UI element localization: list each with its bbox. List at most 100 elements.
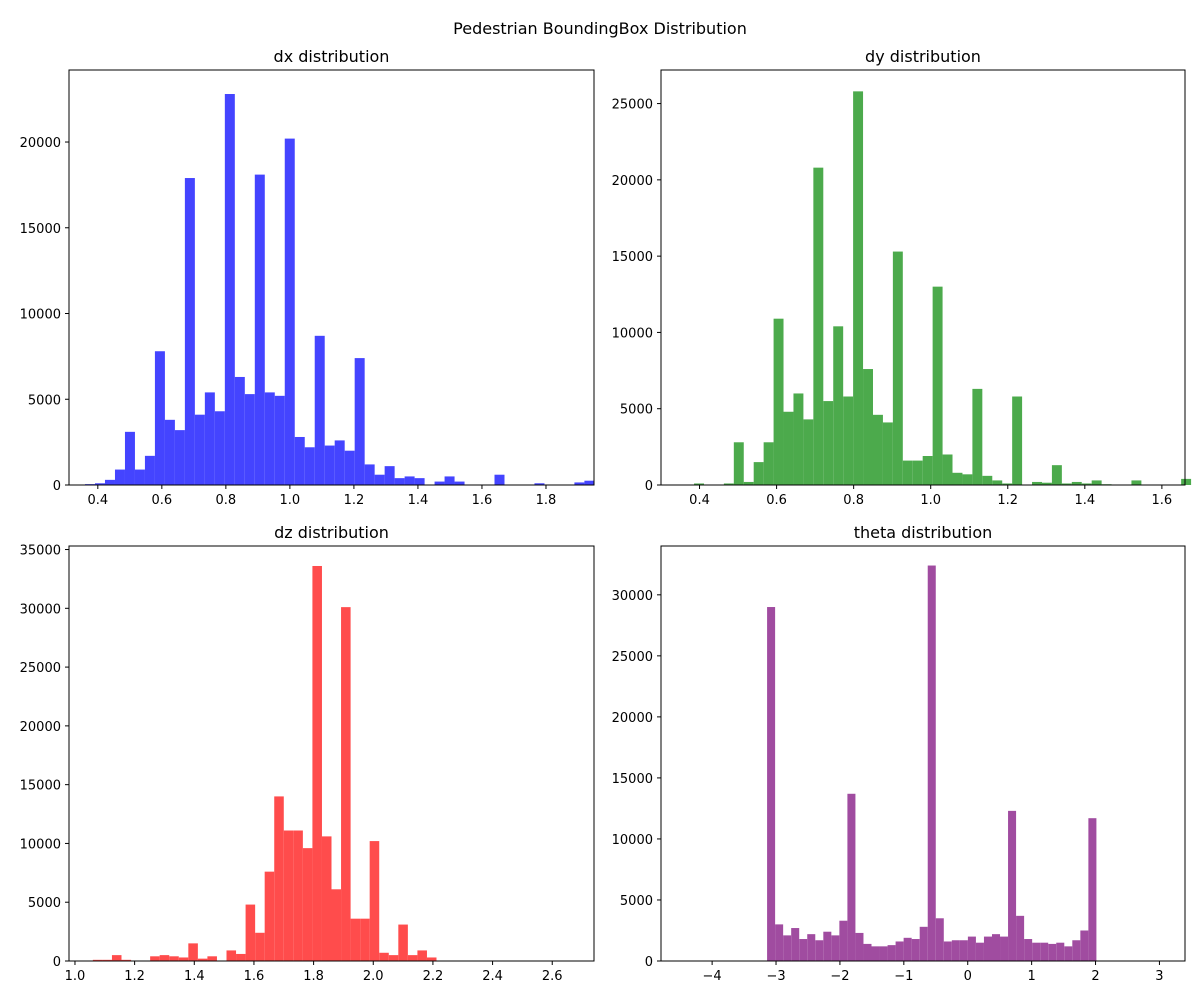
dz-bar: [159, 955, 170, 961]
dx-bar: [534, 483, 545, 485]
dx-bar: [444, 476, 455, 485]
dx-bar: [174, 430, 185, 485]
dx-bar: [374, 474, 385, 485]
dz-x-tick-label: 2.0: [363, 969, 384, 984]
theta-bar: [871, 946, 880, 961]
dz-bar: [398, 924, 408, 961]
dx-bar: [164, 419, 175, 485]
dx-title: dx distribution: [274, 47, 390, 66]
dx-x-tick-label: 0.6: [151, 493, 172, 508]
dx-bar: [184, 178, 195, 486]
dy-bar: [1012, 396, 1023, 485]
dy-x-tick-label: 1.4: [1074, 493, 1095, 508]
dx-bar: [434, 481, 445, 485]
dy-bar: [1032, 481, 1042, 485]
dx-bar: [414, 478, 425, 485]
theta-y-tick-label: 0: [645, 955, 653, 970]
dy-bar: [902, 460, 913, 485]
theta-y-tick-label: 15000: [612, 772, 653, 787]
dx-x-tick-label: 0.4: [87, 493, 108, 508]
dx-axes-frame: [68, 69, 595, 486]
dx-bar: [284, 138, 295, 485]
theta-bar: [1064, 946, 1073, 961]
dx-bar: [194, 414, 205, 485]
theta-bar: [935, 918, 944, 961]
dy-bar: [823, 401, 834, 485]
theta-bar: [823, 931, 832, 961]
dz-bar: [236, 953, 246, 961]
dy-bar: [932, 286, 943, 485]
dz-bar: [150, 956, 160, 961]
dz-bar: [369, 841, 380, 961]
dy-y-tick-label: 5000: [620, 403, 653, 418]
dy-bar: [853, 91, 864, 486]
dy-bar: [982, 475, 993, 485]
dz-bar: [274, 796, 284, 961]
dx-bar: [154, 351, 165, 485]
dz-bar: [331, 889, 342, 961]
dz-bar: [264, 871, 275, 961]
dz-bar: [293, 830, 303, 961]
dz-bar: [302, 848, 313, 961]
theta-bar: [1072, 940, 1081, 961]
dy-y-tick-label: 20000: [612, 174, 653, 189]
dy-bar: [942, 454, 953, 485]
dz-histogram: dz distribution 1.0 1.2 1.4 1.6 1.8 2.0 2.2 2.4 2…: [20, 523, 595, 984]
dy-x-tick-label: 1.2: [997, 493, 1018, 508]
dy-bar: [1041, 482, 1052, 485]
dx-bar: [574, 482, 585, 485]
dx-y-tick-label: 15000: [20, 222, 61, 237]
theta-bar: [863, 943, 872, 961]
theta-axes-frame: [660, 545, 1186, 962]
dy-bar: [743, 481, 754, 485]
dz-bar: [388, 955, 399, 961]
theta-x-tick-label: 1: [1027, 969, 1035, 984]
dx-histogram: dx distribution 0.4 0.6 0.8 1.0 1.2 1.4 1.6 1.8 0…: [20, 47, 595, 508]
theta-bar: [847, 793, 856, 961]
theta-bar: [959, 940, 968, 961]
dz-bar: [226, 950, 237, 961]
dx-bar: [224, 94, 235, 485]
dz-title: dz distribution: [274, 523, 389, 542]
dz-bar: [417, 950, 427, 961]
dz-bar: [188, 943, 198, 961]
dx-bar: [304, 447, 315, 485]
dx-bar: [144, 455, 155, 485]
theta-bar: [799, 939, 808, 961]
dx-bar: [114, 469, 125, 485]
dx-y-tick-label: 5000: [28, 393, 61, 408]
dy-bar: [783, 411, 794, 485]
dz-x-tick-label: 2.6: [542, 969, 563, 984]
dx-bar: [584, 480, 595, 485]
dx-bar: [404, 476, 415, 485]
dy-bar: [773, 318, 784, 485]
theta-y-tick-label: 20000: [612, 711, 653, 726]
dy-bar: [892, 251, 903, 485]
dx-bar: [264, 392, 275, 485]
theta-bar: [1040, 942, 1049, 961]
dz-x-tick-label: 2.4: [482, 969, 503, 984]
dy-bar: [1181, 478, 1192, 485]
dy-x-tick-label: 0.8: [843, 493, 864, 508]
dz-bar: [92, 959, 103, 961]
theta-bar: [855, 932, 864, 961]
dy-bar: [1091, 480, 1102, 485]
dz-y-tick-label: 25000: [20, 661, 61, 676]
theta-bar: [1000, 936, 1009, 961]
dx-y-tick-label: 20000: [20, 136, 61, 151]
theta-histogram: theta distribution −4 −3 −2 −1 0 1 2 3 0 5000 10000…: [612, 523, 1186, 984]
theta-bar: [831, 935, 840, 961]
dz-bar: [102, 959, 112, 961]
dx-bar: [334, 440, 345, 485]
dz-axes-frame: [68, 545, 595, 962]
dz-bar: [407, 955, 418, 961]
dx-x-tick-label: 1.2: [344, 493, 365, 508]
dy-histogram: dy distribution 0.4 0.6 0.8 1.0 1.2 1.4 1.6 0 500…: [612, 47, 1192, 508]
dx-bar: [454, 481, 465, 485]
theta-bar: [943, 941, 952, 961]
dy-bar: [872, 414, 883, 485]
dz-bar: [178, 957, 189, 961]
dx-y-tick-label: 0: [53, 479, 61, 494]
theta-x-tick-label: 2: [1091, 969, 1099, 984]
dy-y-tick-label: 15000: [612, 250, 653, 265]
